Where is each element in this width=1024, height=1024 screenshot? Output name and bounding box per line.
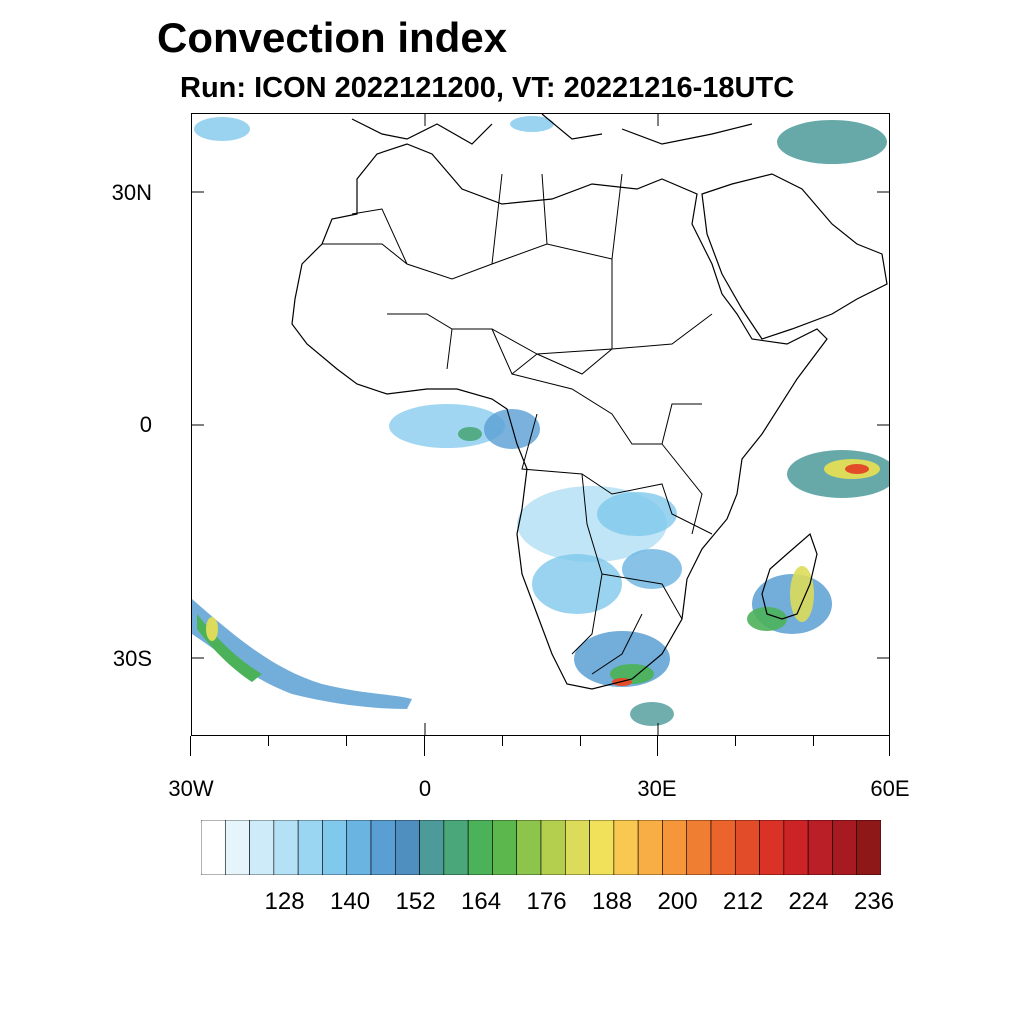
convection-peak-south-atlantic bbox=[206, 617, 218, 641]
convection-peak-indian-ocean bbox=[845, 464, 869, 474]
colorbar-swatch bbox=[201, 820, 226, 875]
convection-region-northwest bbox=[194, 117, 250, 141]
colorbar-swatch bbox=[637, 820, 663, 875]
colorbar-swatch bbox=[273, 820, 299, 875]
colorbar-swatch bbox=[346, 820, 372, 875]
colorbar-swatch bbox=[419, 820, 445, 875]
colorbar-label: 188 bbox=[592, 888, 633, 915]
convection-region-mediterranean bbox=[510, 116, 554, 132]
map-plot-area bbox=[191, 113, 890, 736]
africa-coastline bbox=[291, 143, 828, 690]
x-axis-tick bbox=[580, 736, 581, 746]
x-tick-label-60e: 60E bbox=[870, 776, 910, 801]
coastlines-and-borders bbox=[291, 114, 888, 690]
colorbar-swatch bbox=[564, 820, 590, 875]
colorbar-swatch bbox=[807, 820, 833, 875]
colorbar-label: 128 bbox=[264, 888, 305, 915]
convection-core-south-atlantic bbox=[197, 614, 262, 682]
colorbar-swatch bbox=[492, 820, 518, 875]
map-graticule-ticks bbox=[192, 114, 889, 735]
map-title: Convection index bbox=[157, 14, 508, 61]
y-tick-label-30s: 30S bbox=[112, 646, 152, 671]
colorbar-swatch bbox=[467, 820, 493, 875]
convection-field bbox=[192, 116, 889, 726]
convection-region-angola bbox=[532, 554, 622, 614]
x-axis-tick bbox=[190, 736, 191, 756]
x-axis-tick bbox=[657, 736, 658, 756]
convection-region-madagascar-south bbox=[747, 607, 787, 631]
convection-core-gabon bbox=[458, 427, 482, 441]
colorbar-swatch bbox=[832, 820, 858, 875]
x-axis-tick bbox=[424, 736, 425, 756]
x-tick-label-30w: 30W bbox=[168, 776, 214, 801]
colorbar-swatch bbox=[710, 820, 736, 875]
colorbar-label: 164 bbox=[461, 888, 502, 915]
madagascar-coastline bbox=[761, 532, 818, 620]
x-axis-tick bbox=[813, 736, 814, 746]
x-tick-label-0: 0 bbox=[418, 776, 432, 801]
colorbar-swatch bbox=[734, 820, 760, 875]
colorbar-label: 140 bbox=[330, 888, 371, 915]
colorbar-swatch bbox=[249, 820, 275, 875]
colorbar-swatch bbox=[224, 820, 250, 875]
country-borders bbox=[322, 173, 713, 675]
y-tick-label-30n: 30N bbox=[111, 180, 152, 205]
colorbar-swatch bbox=[613, 820, 639, 875]
convection-region-gabon bbox=[484, 409, 540, 449]
colorbar-label: 236 bbox=[854, 888, 895, 915]
colorbar-swatch bbox=[783, 820, 809, 875]
convection-core-madagascar bbox=[790, 566, 814, 622]
x-axis-tick bbox=[735, 736, 736, 746]
colorbar-swatch bbox=[662, 820, 688, 875]
colorbar-label: 200 bbox=[657, 888, 698, 915]
europe-coastline bbox=[351, 114, 753, 145]
africa-map-svg bbox=[192, 114, 889, 735]
colorbar-swatch bbox=[589, 820, 615, 875]
colorbar-swatch bbox=[322, 820, 348, 875]
colorbar-swatch bbox=[443, 820, 469, 875]
y-tick-label-0: 0 bbox=[139, 412, 152, 437]
colorbar-swatch bbox=[686, 820, 712, 875]
colorbar-swatch bbox=[540, 820, 566, 875]
x-axis-tick bbox=[346, 736, 347, 746]
colorbar-label: 224 bbox=[788, 888, 829, 915]
convection-region-zimbabwe bbox=[622, 549, 682, 589]
x-tick-label-30e: 30E bbox=[637, 776, 677, 801]
colorbar-swatch bbox=[759, 820, 785, 875]
convection-region-south-atlantic bbox=[192, 599, 412, 709]
colorbar-swatch bbox=[370, 820, 396, 875]
colorbar-label: 176 bbox=[526, 888, 567, 915]
colorbar-swatch bbox=[856, 820, 881, 875]
convection-region-south-indian bbox=[630, 702, 674, 726]
arabia-coastline bbox=[701, 173, 888, 340]
colorbar-swatch bbox=[394, 820, 420, 875]
x-axis-tick bbox=[268, 736, 269, 746]
colorbar-swatch bbox=[297, 820, 323, 875]
colorbar-label: 152 bbox=[395, 888, 436, 915]
colorbar-swatch bbox=[516, 820, 542, 875]
convection-region-middle-east bbox=[777, 120, 887, 164]
x-axis-tick bbox=[502, 736, 503, 746]
convection-region-zambia bbox=[597, 492, 677, 536]
map-subtitle: Run: ICON 2022121200, VT: 20221216-18UTC bbox=[180, 72, 795, 104]
x-axis-tick bbox=[889, 736, 890, 756]
colorbar-label: 212 bbox=[723, 888, 764, 915]
colorbar bbox=[201, 820, 881, 875]
